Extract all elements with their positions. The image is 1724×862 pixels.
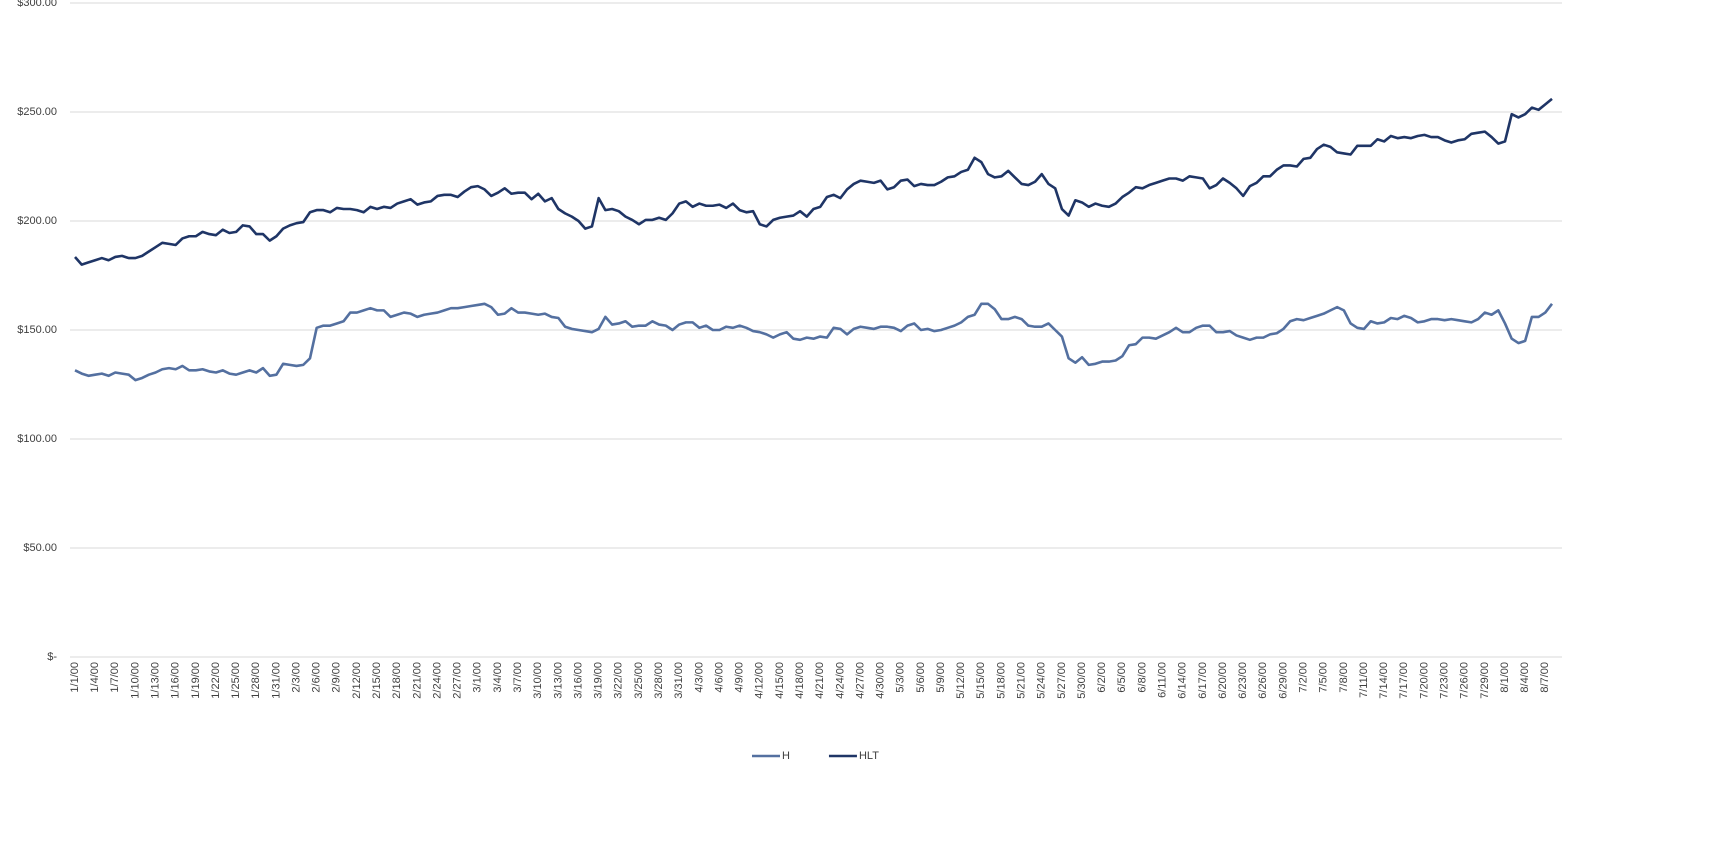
x-tick-label: 8/4/00 — [1519, 662, 1531, 693]
x-tick-label: 2/15/00 — [371, 662, 383, 699]
x-tick-label: 4/30/00 — [875, 662, 887, 699]
x-tick-label: 1/16/00 — [170, 662, 182, 699]
x-tick-label: 6/29/00 — [1277, 662, 1289, 699]
legend-label: H — [782, 750, 790, 762]
x-tick-label: 4/6/00 — [713, 662, 725, 693]
x-tick-label: 1/22/00 — [210, 662, 222, 699]
x-tick-label: 4/15/00 — [774, 662, 786, 699]
x-tick-label: 6/20/00 — [1217, 662, 1229, 699]
y-tick-label: $- — [47, 651, 57, 663]
x-tick-label: 2/6/00 — [311, 662, 323, 693]
x-tick-label: 5/9/00 — [935, 662, 947, 693]
line-series — [74, 302, 1554, 382]
x-tick-label: 7/29/00 — [1479, 662, 1491, 699]
x-tick-label: 6/17/00 — [1197, 662, 1209, 699]
x-tick-label: 7/11/00 — [1358, 662, 1370, 698]
x-tick-label: 1/19/00 — [190, 662, 202, 699]
x-tick-label: 1/31/00 — [270, 662, 282, 699]
x-tick-label: 7/8/00 — [1338, 662, 1350, 693]
y-tick-label: $300.00 — [17, 0, 57, 9]
y-tick-label: $200.00 — [17, 215, 57, 227]
x-tick-label: 3/22/00 — [613, 662, 625, 699]
x-tick-label: 1/13/00 — [149, 662, 161, 699]
x-tick-label: 1/1/00 — [69, 662, 81, 693]
legend-label: HLT — [859, 750, 879, 762]
y-tick-label: $150.00 — [17, 324, 57, 336]
y-tick-label: $100.00 — [17, 433, 57, 445]
x-tick-label: 2/27/00 — [452, 662, 464, 699]
x-tick-label: 3/10/00 — [532, 662, 544, 699]
x-tick-label: 7/14/00 — [1378, 662, 1390, 699]
x-tick-label: 5/24/00 — [1036, 662, 1048, 699]
x-tick-label: 2/12/00 — [351, 662, 363, 699]
x-tick-label: 5/3/00 — [895, 662, 907, 693]
x-tick-label: 4/27/00 — [854, 662, 866, 699]
x-tick-label: 7/2/00 — [1298, 662, 1310, 693]
x-tick-label: 4/24/00 — [834, 662, 846, 699]
x-tick-label: 5/21/00 — [1016, 662, 1028, 699]
x-tick-label: 6/23/00 — [1237, 662, 1249, 699]
x-tick-label: 6/26/00 — [1257, 662, 1269, 699]
x-tick-label: 5/18/00 — [995, 662, 1007, 699]
x-tick-label: 8/1/00 — [1499, 662, 1511, 693]
x-tick-label: 6/8/00 — [1136, 662, 1148, 693]
x-tick-label: 8/7/00 — [1539, 662, 1551, 693]
x-tick-label: 1/25/00 — [230, 662, 242, 699]
x-tick-label: 5/15/00 — [975, 662, 987, 699]
x-tick-label: 3/31/00 — [673, 662, 685, 699]
x-tick-label: 5/6/00 — [915, 662, 927, 693]
x-tick-label: 1/28/00 — [250, 662, 262, 699]
x-tick-label: 6/11/00 — [1157, 662, 1169, 698]
x-tick-label: 5/12/00 — [955, 662, 967, 699]
x-tick-label: 4/9/00 — [734, 662, 746, 693]
x-tick-label: 3/13/00 — [552, 662, 564, 699]
x-tick-label: 7/17/00 — [1398, 662, 1410, 699]
x-tick-label: 6/2/00 — [1096, 662, 1108, 693]
x-tick-label: 6/5/00 — [1116, 662, 1128, 693]
x-tick-label: 7/26/00 — [1459, 662, 1471, 699]
x-tick-label: 3/1/00 — [472, 662, 484, 693]
x-tick-label: 7/5/00 — [1318, 662, 1330, 693]
x-tick-label: 3/19/00 — [593, 662, 605, 699]
x-tick-label: 3/16/00 — [572, 662, 584, 699]
x-tick-label: 7/23/00 — [1438, 662, 1450, 699]
y-tick-label: $250.00 — [17, 106, 57, 118]
x-tick-label: 6/14/00 — [1177, 662, 1189, 699]
x-tick-label: 5/27/00 — [1056, 662, 1068, 699]
x-tick-label: 1/7/00 — [109, 662, 121, 693]
x-tick-label: 1/4/00 — [89, 662, 101, 693]
x-tick-label: 7/20/00 — [1418, 662, 1430, 699]
line-series — [74, 97, 1553, 266]
x-tick-label: 3/7/00 — [512, 662, 524, 693]
y-tick-label: $50.00 — [23, 542, 57, 554]
x-tick-label: 4/3/00 — [693, 662, 705, 693]
x-tick-label: 4/21/00 — [814, 662, 826, 699]
x-tick-label: 1/10/00 — [129, 662, 141, 699]
x-tick-label: 3/25/00 — [633, 662, 645, 699]
x-tick-label: 5/30/00 — [1076, 662, 1088, 699]
x-tick-label: 3/4/00 — [492, 662, 504, 693]
x-tick-label: 2/21/00 — [411, 662, 423, 699]
x-tick-label: 2/3/00 — [290, 662, 302, 693]
x-tick-label: 3/28/00 — [653, 662, 665, 699]
x-tick-label: 2/9/00 — [331, 662, 343, 693]
x-tick-label: 4/18/00 — [794, 662, 806, 699]
x-tick-label: 2/18/00 — [391, 662, 403, 699]
x-tick-label: 2/24/00 — [431, 662, 443, 699]
x-tick-label: 4/12/00 — [754, 662, 766, 699]
